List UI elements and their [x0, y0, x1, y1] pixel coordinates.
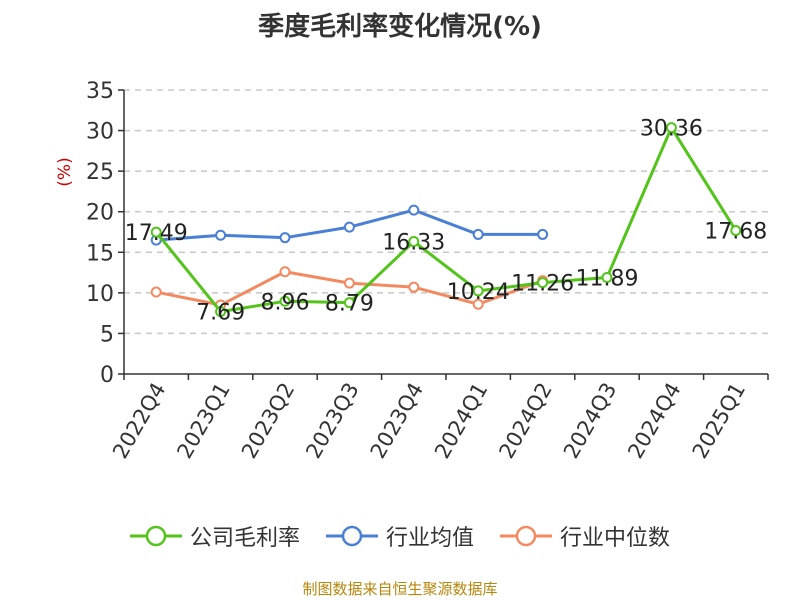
data-point — [343, 277, 355, 289]
y-tick-label: 25 — [86, 160, 114, 185]
data-point — [150, 286, 162, 298]
data-label: 11.26 — [511, 272, 574, 297]
data-point — [279, 295, 291, 307]
series-line — [155, 126, 738, 314]
legend-marker — [515, 525, 537, 547]
legend-label: 行业均值 — [385, 526, 474, 551]
legend-marker — [341, 525, 363, 547]
data-label: 17.49 — [125, 221, 188, 246]
y-tick-label: 30 — [86, 120, 114, 145]
data-point — [472, 298, 484, 310]
data-point — [215, 306, 227, 318]
y-tick-label: 10 — [86, 282, 114, 307]
x-tick-label: 2023Q4 — [366, 379, 428, 463]
data-point — [215, 229, 227, 241]
data-point — [537, 228, 549, 240]
x-tick-label: 2024Q4 — [623, 379, 685, 463]
legend-item[interactable]: 公司毛利率 — [129, 520, 300, 552]
legend-swatch — [129, 525, 182, 547]
x-tick-label: 2022Q4 — [108, 379, 170, 463]
y-axis-label: (%) — [55, 157, 75, 186]
grid-layer — [124, 89, 768, 335]
x-tick-label: 2024Q2 — [494, 379, 556, 463]
data-label: 7.69 — [196, 301, 245, 326]
legend-label: 公司毛利率 — [189, 526, 300, 551]
data-point — [279, 232, 291, 244]
x-tick-label: 2024Q1 — [430, 379, 492, 463]
legend-swatch — [500, 525, 552, 547]
data-label: 11.89 — [576, 267, 639, 292]
data-point — [472, 285, 484, 297]
data-label: 30.36 — [640, 117, 703, 142]
data-point — [537, 277, 549, 289]
data-point — [279, 266, 291, 278]
data-point — [408, 235, 420, 247]
x-tick-label: 2023Q3 — [301, 379, 363, 463]
data-point — [408, 281, 420, 293]
data-point — [730, 225, 742, 237]
y-tick-label: 0 — [100, 363, 114, 388]
y-tick-label: 15 — [86, 241, 114, 266]
x-tick-label: 2023Q2 — [237, 379, 299, 463]
data-label: 8.79 — [325, 292, 374, 317]
data-point — [343, 221, 355, 233]
data-point — [601, 272, 613, 284]
data-point — [665, 122, 677, 134]
data-label: 10.24 — [447, 280, 510, 305]
data-point — [472, 228, 484, 240]
legend: 公司毛利率 行业均值 行业中位数 — [0, 520, 800, 552]
data-point — [408, 204, 420, 216]
x-tick-label: 2025Q1 — [688, 379, 750, 463]
y-tick-label: 35 — [86, 79, 114, 104]
data-label: 8.96 — [261, 290, 310, 315]
chart-title: 季度毛利率变化情况(%) — [258, 12, 542, 42]
y-tick-label: 20 — [86, 201, 114, 226]
legend-marker — [145, 525, 167, 547]
legend-item[interactable]: 行业中位数 — [500, 520, 670, 552]
data-label: 17.68 — [704, 220, 767, 245]
data-point — [343, 297, 355, 309]
x-tick-label: 2023Q1 — [172, 379, 234, 463]
source-note: 制图数据来自恒生聚源数据库 — [302, 580, 498, 598]
y-tick-label: 5 — [100, 322, 114, 347]
legend-swatch — [325, 525, 378, 547]
data-label: 16.33 — [382, 230, 445, 255]
legend-item[interactable]: 行业均值 — [325, 520, 474, 552]
legend-label: 行业中位数 — [560, 526, 671, 551]
series-layer — [150, 122, 742, 318]
x-tick-label: 2024Q3 — [559, 379, 621, 463]
data-point — [150, 226, 162, 238]
